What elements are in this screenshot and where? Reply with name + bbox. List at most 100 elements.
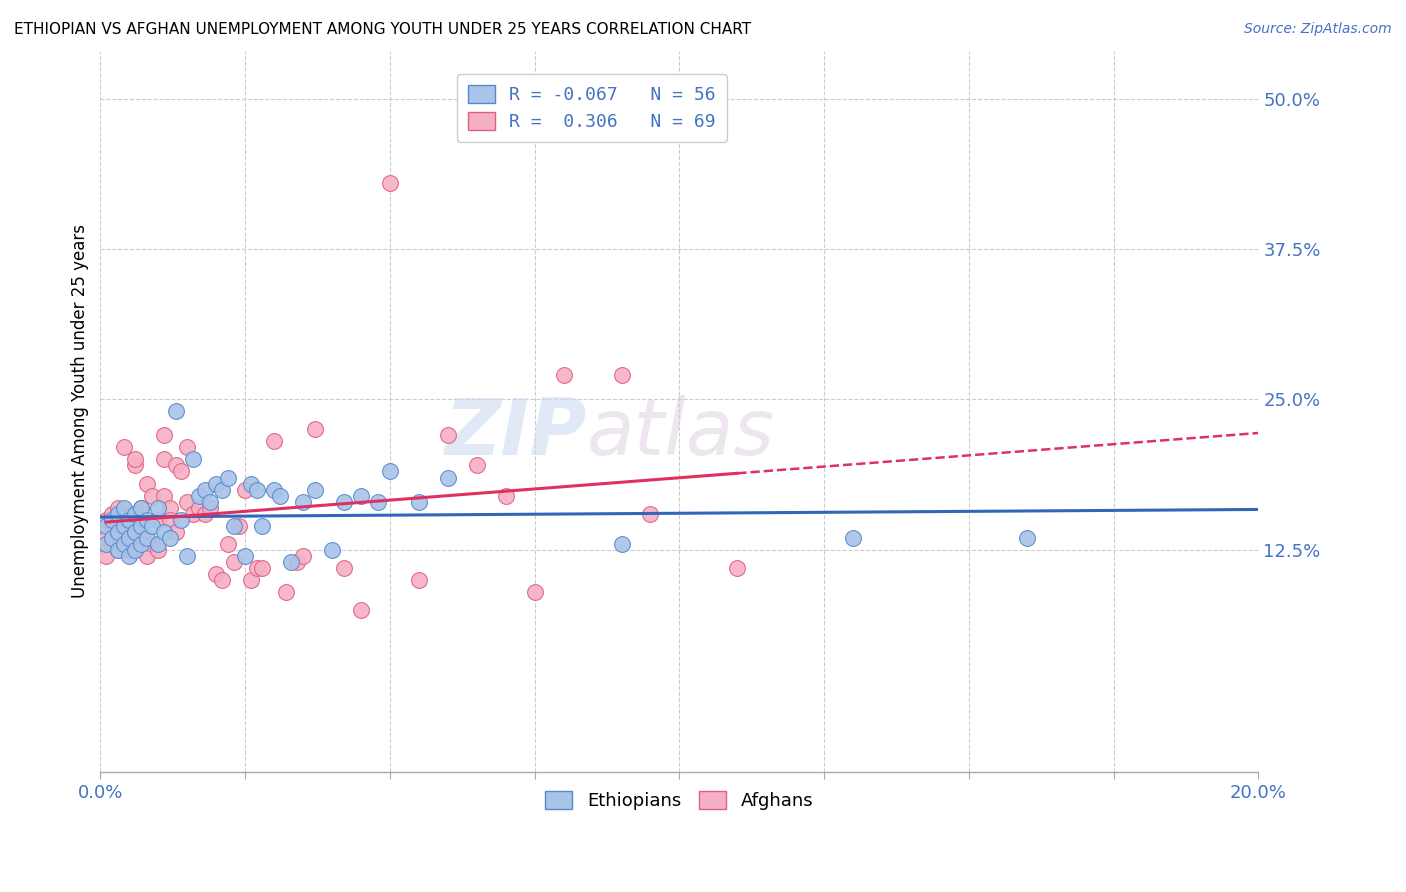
Point [610, 536, 633, 550]
Point [263, 434, 285, 449]
Point [239, 476, 262, 491]
Point [205, 476, 228, 491]
Text: Source: ZipAtlas.com: Source: ZipAtlas.com [1244, 22, 1392, 37]
Point [495, 489, 517, 503]
Point [378, 465, 401, 479]
Point [135, 531, 157, 545]
Point [94, 531, 117, 545]
Point [239, 573, 262, 587]
Point [187, 500, 209, 515]
Point [222, 518, 245, 533]
Point [94, 536, 117, 550]
Point [118, 507, 141, 521]
Point [165, 458, 187, 473]
Point [148, 536, 170, 550]
Point [200, 500, 222, 515]
Point [1015, 531, 1038, 545]
Point [194, 483, 217, 497]
Point [107, 507, 129, 521]
Point [124, 507, 146, 521]
Point [233, 549, 256, 563]
Point [94, 518, 117, 533]
Point [187, 489, 209, 503]
Point [112, 512, 135, 526]
Point [107, 542, 129, 557]
Point [101, 518, 124, 533]
Point [129, 518, 152, 533]
Point [165, 524, 187, 539]
Point [170, 512, 193, 526]
Text: atlas: atlas [586, 395, 775, 471]
Text: ZIP: ZIP [444, 395, 586, 471]
Point [436, 470, 458, 484]
Point [101, 531, 124, 545]
Point [378, 176, 401, 190]
Point [408, 494, 430, 508]
Point [610, 368, 633, 383]
Point [124, 458, 146, 473]
Point [135, 512, 157, 526]
Point [321, 542, 343, 557]
Y-axis label: Unemployment Among Youth under 25 years: Unemployment Among Youth under 25 years [72, 225, 89, 599]
Point [176, 441, 198, 455]
Point [118, 542, 141, 557]
Point [148, 542, 170, 557]
Point [332, 560, 354, 574]
Point [124, 452, 146, 467]
Point [94, 549, 117, 563]
Point [135, 476, 157, 491]
Point [408, 573, 430, 587]
Point [118, 536, 141, 550]
Point [246, 483, 269, 497]
Point [112, 500, 135, 515]
Point [135, 549, 157, 563]
Point [246, 560, 269, 574]
Point [124, 542, 146, 557]
Point [129, 536, 152, 550]
Point [170, 465, 193, 479]
Point [129, 524, 152, 539]
Point [292, 549, 315, 563]
Point [274, 584, 297, 599]
Point [211, 573, 233, 587]
Point [101, 512, 124, 526]
Point [367, 494, 389, 508]
Point [217, 470, 239, 484]
Point [159, 500, 181, 515]
Point [350, 489, 373, 503]
Point [148, 512, 170, 526]
Point [159, 512, 181, 526]
Point [112, 536, 135, 550]
Point [118, 549, 141, 563]
Point [228, 518, 250, 533]
Point [107, 542, 129, 557]
Point [304, 422, 326, 436]
Point [292, 494, 315, 508]
Point [553, 368, 575, 383]
Point [280, 555, 302, 569]
Point [118, 531, 141, 545]
Point [263, 483, 285, 497]
Point [112, 518, 135, 533]
Point [118, 524, 141, 539]
Point [233, 483, 256, 497]
Point [112, 531, 135, 545]
Point [842, 531, 865, 545]
Point [148, 500, 170, 515]
Point [176, 494, 198, 508]
Point [523, 584, 546, 599]
Point [725, 560, 748, 574]
Point [141, 518, 163, 533]
Point [153, 489, 176, 503]
Point [112, 441, 135, 455]
Point [252, 560, 274, 574]
Point [101, 507, 124, 521]
Point [141, 489, 163, 503]
Point [124, 542, 146, 557]
Point [129, 500, 152, 515]
Point [285, 555, 308, 569]
Point [217, 536, 239, 550]
Point [176, 549, 198, 563]
Point [107, 500, 129, 515]
Point [465, 458, 488, 473]
